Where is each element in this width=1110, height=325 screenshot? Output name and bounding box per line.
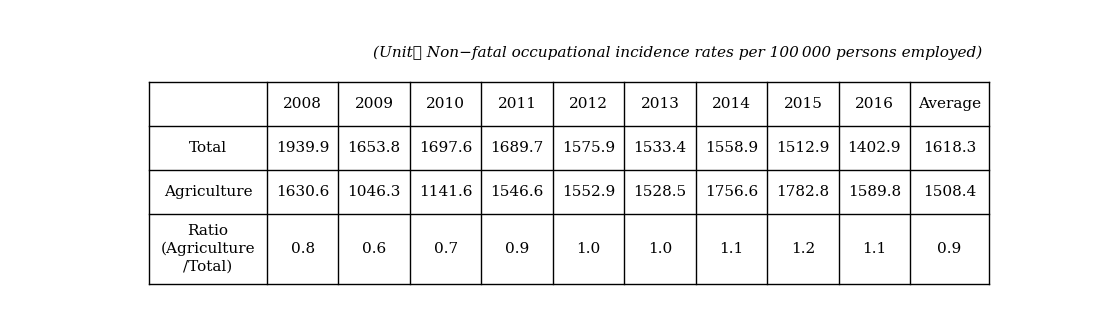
Text: 1046.3: 1046.3 <box>347 185 401 199</box>
Text: 2013: 2013 <box>640 97 679 110</box>
Text: 1.0: 1.0 <box>576 242 601 256</box>
Text: 2010: 2010 <box>426 97 465 110</box>
Text: 1589.8: 1589.8 <box>848 185 901 199</box>
Text: 1575.9: 1575.9 <box>562 141 615 155</box>
Text: 0.9: 0.9 <box>937 242 961 256</box>
Text: 1546.6: 1546.6 <box>491 185 544 199</box>
Text: 2011: 2011 <box>497 97 536 110</box>
Text: Total: Total <box>189 141 228 155</box>
Text: 2009: 2009 <box>355 97 394 110</box>
Text: 1.1: 1.1 <box>719 242 744 256</box>
Text: 0.6: 0.6 <box>362 242 386 256</box>
Text: 1141.6: 1141.6 <box>418 185 473 199</box>
Text: 1756.6: 1756.6 <box>705 185 758 199</box>
Text: 1689.7: 1689.7 <box>491 141 544 155</box>
Text: 0.8: 0.8 <box>291 242 315 256</box>
Text: 1552.9: 1552.9 <box>562 185 615 199</box>
Text: 2015: 2015 <box>784 97 823 110</box>
Text: 2012: 2012 <box>569 97 608 110</box>
Text: 2008: 2008 <box>283 97 322 110</box>
Text: 1653.8: 1653.8 <box>347 141 401 155</box>
Text: 1618.3: 1618.3 <box>922 141 976 155</box>
Text: 1533.4: 1533.4 <box>634 141 687 155</box>
Text: 0.9: 0.9 <box>505 242 529 256</box>
Text: 1.0: 1.0 <box>648 242 673 256</box>
Text: 1528.5: 1528.5 <box>634 185 687 199</box>
Text: 1558.9: 1558.9 <box>705 141 758 155</box>
Text: 2016: 2016 <box>855 97 894 110</box>
Text: 1508.4: 1508.4 <box>922 185 976 199</box>
Text: 1.1: 1.1 <box>862 242 887 256</box>
Text: 1697.6: 1697.6 <box>418 141 472 155</box>
Text: 1939.9: 1939.9 <box>276 141 330 155</box>
Text: 1512.9: 1512.9 <box>776 141 829 155</box>
Text: 1402.9: 1402.9 <box>848 141 901 155</box>
Text: Agriculture: Agriculture <box>163 185 252 199</box>
Text: 2014: 2014 <box>712 97 751 110</box>
Text: 1782.8: 1782.8 <box>776 185 829 199</box>
Text: Average: Average <box>918 97 981 110</box>
Text: 0.7: 0.7 <box>434 242 457 256</box>
Text: (Unit： Non−fatal occupational incidence rates per 100 000 persons employed): (Unit： Non−fatal occupational incidence … <box>373 45 981 60</box>
Text: 1630.6: 1630.6 <box>276 185 330 199</box>
Text: 1.2: 1.2 <box>790 242 815 256</box>
Text: Ratio
(Agriculture
/Total): Ratio (Agriculture /Total) <box>161 225 255 274</box>
